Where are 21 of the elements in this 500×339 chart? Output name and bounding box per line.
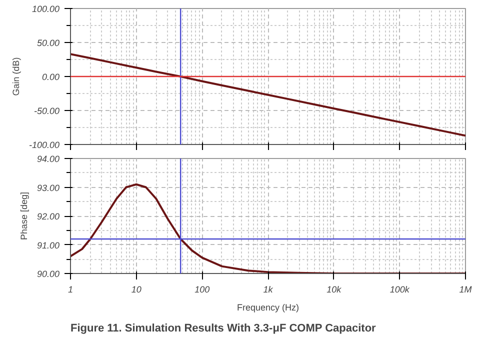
x-tick-label: 1k — [263, 284, 274, 294]
y-tick-label: 50.00 — [36, 38, 60, 48]
y-tick-label: 100.00 — [32, 4, 60, 14]
x-tick-label: 100k — [390, 284, 410, 294]
y-tick-label: 92.00 — [36, 212, 60, 222]
y-tick-label: 94.00 — [36, 154, 60, 164]
y-axis-title: Gain (dB) — [10, 57, 21, 96]
y-tick-label: 91.00 — [36, 240, 60, 250]
caption: Figure 11. Simulation Results With 3.3-μF COMP Capacitor — [70, 322, 377, 334]
y-axis-title: Phase [deg] — [18, 192, 29, 240]
y-tick-label: -50.00 — [34, 106, 60, 116]
y-tick-label: 93.00 — [36, 182, 60, 193]
x-tick-label: 100 — [194, 284, 210, 294]
y-tick-label: 90.00 — [36, 269, 60, 279]
y-tick-label: -100.00 — [28, 140, 60, 150]
x-tick-label: 10 — [131, 284, 142, 294]
y-tick-label: 0.00 — [42, 72, 60, 82]
x-tick-label: 1M — [459, 284, 472, 294]
x-axis-title: Frequency (Hz) — [236, 302, 300, 312]
x-tick-label: 10k — [326, 284, 342, 294]
x-tick-label: 1 — [68, 284, 74, 294]
